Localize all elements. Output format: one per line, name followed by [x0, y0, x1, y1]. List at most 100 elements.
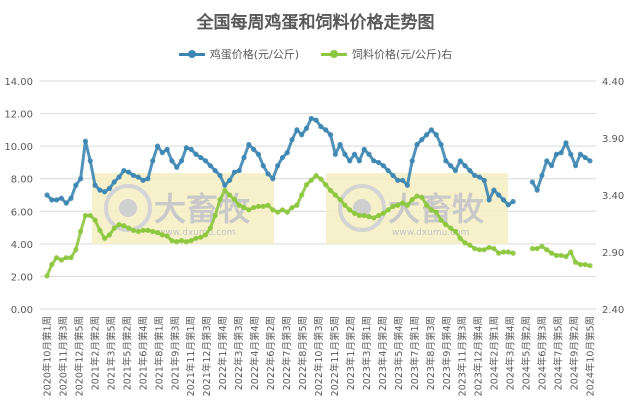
- data-point-egg: [164, 146, 170, 152]
- watermark-logo-text: 大畜牧: [154, 190, 251, 228]
- data-point-egg: [496, 192, 502, 198]
- data-point-feed: [54, 255, 60, 261]
- chart-title: 全国每周鸡蛋和饲料价格走势图: [196, 13, 435, 33]
- data-point-feed: [150, 228, 156, 235]
- data-point-egg: [539, 172, 545, 179]
- data-point-egg: [217, 172, 223, 179]
- data-point-egg: [587, 158, 593, 164]
- x-tick-label: 2022年10月第3周: [313, 316, 325, 396]
- data-point-feed: [106, 232, 113, 238]
- x-tick-label: 2024年7月第5周: [553, 316, 565, 390]
- data-point-egg: [251, 146, 257, 152]
- data-point-egg: [313, 117, 319, 123]
- y-right-tick-label: 4.40: [602, 77, 624, 88]
- data-point-feed: [275, 209, 281, 215]
- data-point-feed: [111, 225, 117, 231]
- data-point-egg: [49, 197, 55, 203]
- data-point-egg: [375, 159, 382, 166]
- data-point-feed: [472, 245, 478, 252]
- x-tick-label: 2023年5月第4周: [393, 316, 405, 390]
- data-point-feed: [255, 203, 262, 209]
- data-point-egg: [140, 177, 146, 183]
- data-point-egg: [92, 182, 98, 188]
- data-point-feed: [457, 235, 463, 241]
- data-point-egg: [457, 158, 463, 164]
- data-point-feed: [327, 187, 334, 194]
- data-point-egg: [198, 154, 204, 161]
- data-point-egg: [491, 187, 497, 193]
- data-point-egg: [409, 158, 415, 164]
- x-tick-label: 2024年9月第2周: [569, 316, 581, 390]
- y-left-tick-label: 14.00: [4, 77, 33, 88]
- data-point-feed: [222, 187, 228, 194]
- data-point-feed: [500, 249, 507, 255]
- x-tick-label: 2022年11月第5周: [329, 316, 341, 396]
- data-point-feed: [476, 247, 483, 253]
- data-point-egg: [582, 154, 588, 161]
- data-point-egg: [275, 163, 281, 169]
- data-point-egg: [395, 177, 401, 183]
- data-point-feed: [44, 273, 50, 279]
- data-point-feed: [582, 261, 588, 268]
- data-point-feed: [63, 255, 69, 261]
- x-tick-label: 2021年8月第1周: [153, 316, 165, 390]
- x-tick-label: 2021年6月第4周: [137, 316, 149, 390]
- data-point-feed: [294, 202, 300, 208]
- data-point-feed: [428, 207, 435, 213]
- data-point-feed: [404, 202, 410, 208]
- watermark-url: www.dxumu.com: [158, 228, 235, 238]
- data-point-egg: [323, 127, 329, 133]
- data-point-feed: [284, 209, 290, 215]
- data-point-egg: [270, 176, 276, 182]
- data-point-egg: [58, 195, 65, 201]
- data-point-feed: [323, 182, 329, 188]
- data-point-feed: [462, 240, 468, 246]
- data-point-feed: [154, 230, 161, 236]
- data-point-egg: [145, 176, 151, 182]
- data-point-egg: [260, 163, 266, 169]
- y-right-tick-label: 3.90: [602, 134, 624, 145]
- data-point-egg: [563, 140, 569, 146]
- data-point-egg: [424, 132, 430, 138]
- data-point-egg: [356, 158, 362, 164]
- data-point-egg: [327, 132, 334, 138]
- data-point-feed: [399, 200, 406, 206]
- data-point-egg: [78, 176, 84, 182]
- data-point-feed: [409, 196, 415, 203]
- data-point-feed: [217, 196, 223, 203]
- y-left-tick-label: 8.00: [11, 175, 33, 186]
- data-point-feed: [92, 217, 98, 223]
- data-point-egg: [572, 163, 579, 169]
- data-point-feed: [73, 247, 79, 253]
- data-point-feed: [553, 252, 559, 259]
- data-point-feed: [548, 250, 555, 256]
- data-point-feed: [419, 194, 425, 200]
- data-point-egg: [241, 154, 247, 161]
- data-point-feed: [414, 193, 420, 199]
- x-tick-label: 2023年7月第1周: [409, 316, 421, 390]
- data-point-egg: [255, 151, 262, 157]
- data-point-egg: [121, 167, 127, 174]
- legend-swatch-feed: [321, 49, 347, 58]
- data-point-egg: [106, 185, 113, 192]
- data-point-egg: [207, 163, 213, 169]
- data-point-feed: [270, 207, 276, 213]
- data-point-feed: [231, 196, 238, 203]
- x-tick-label: 2024年10月第5周: [585, 316, 597, 396]
- data-point-egg: [467, 167, 473, 174]
- data-point-egg: [433, 132, 439, 138]
- data-point-feed: [188, 238, 194, 244]
- data-point-egg: [116, 174, 122, 180]
- watermark-logo-icon: [338, 184, 386, 232]
- data-point-feed: [299, 192, 305, 198]
- data-point-feed: [140, 227, 146, 233]
- data-point-feed: [438, 217, 444, 223]
- data-point-egg: [577, 151, 583, 157]
- x-tick-label: 2023年9月第4周: [441, 316, 453, 390]
- data-point-egg: [159, 150, 165, 156]
- y-left-tick-label: 6.00: [11, 207, 33, 218]
- data-point-egg: [332, 151, 338, 157]
- data-point-egg: [227, 177, 233, 183]
- data-point-feed: [246, 207, 252, 213]
- data-point-egg: [154, 143, 161, 149]
